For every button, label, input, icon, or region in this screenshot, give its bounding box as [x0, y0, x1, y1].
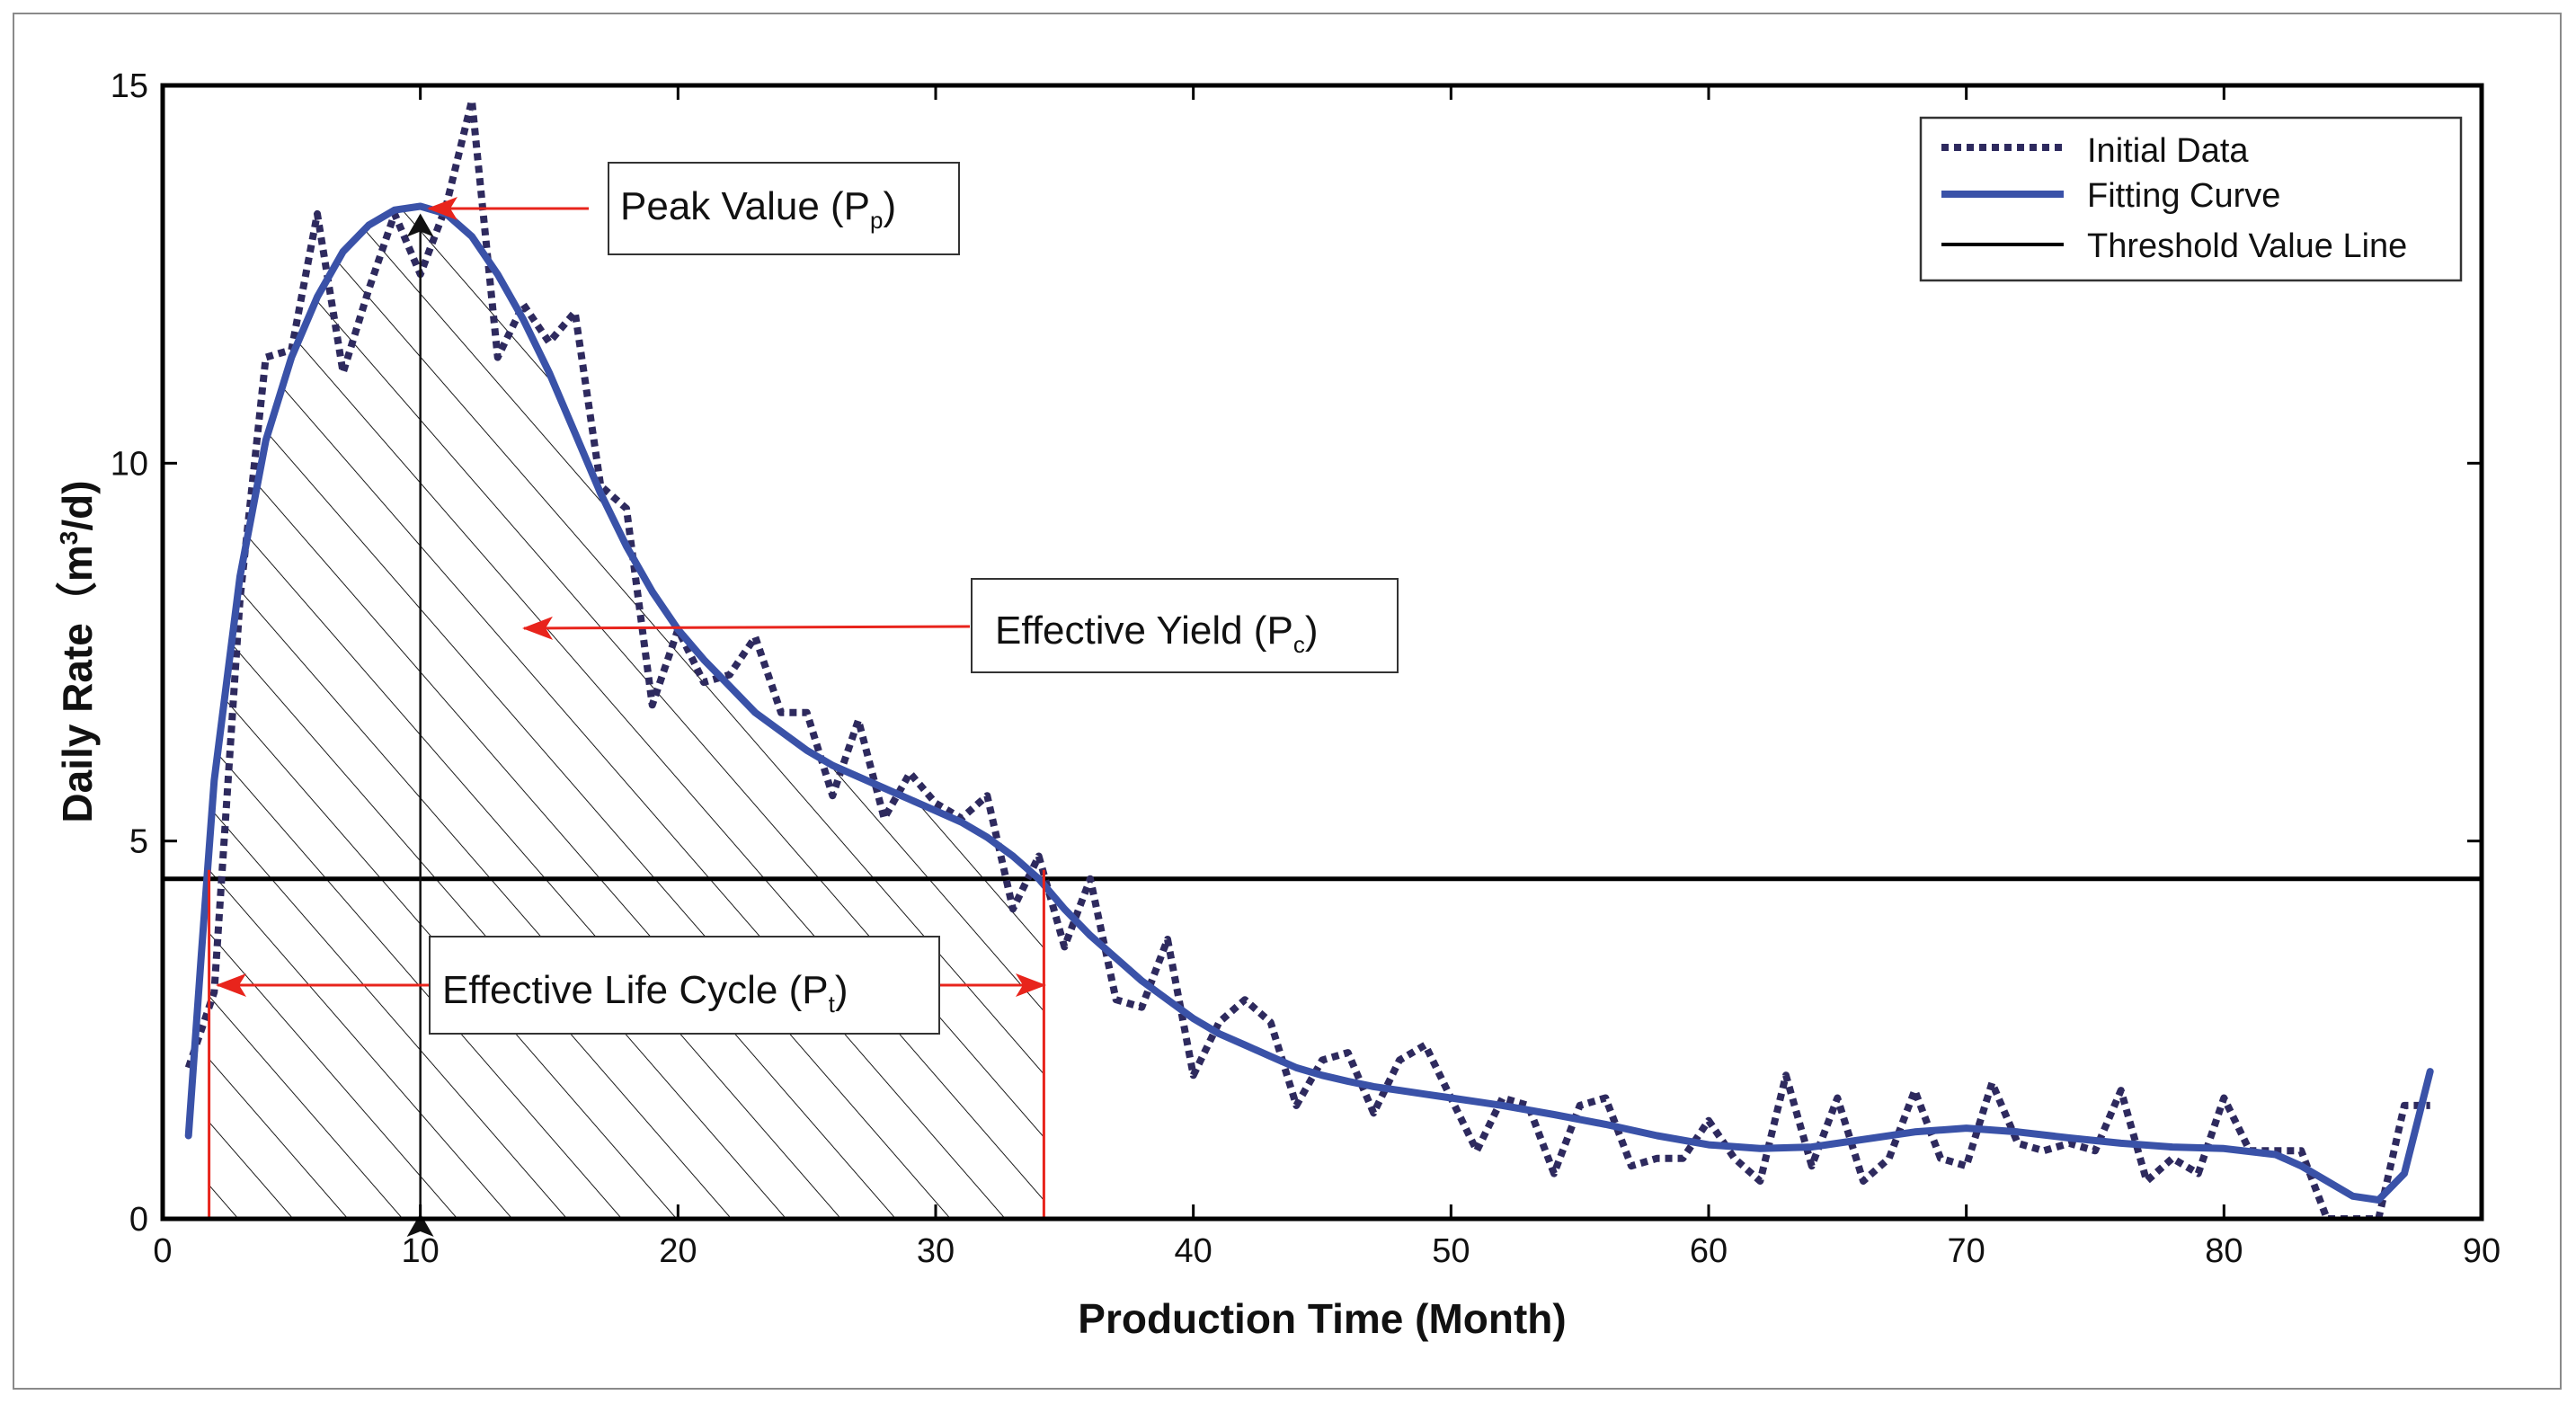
x-axis-ticks: 0 10 20 30 40 50 60 70 80 90	[153, 85, 2500, 1270]
plot-area-frame	[160, 83, 2484, 1222]
legend-label-fitting: Fitting Curve	[2087, 177, 2280, 215]
effective-life-cycle-label: Effective Life Cycle (Pt)	[442, 968, 848, 1017]
y-tick-label: 15	[111, 67, 148, 105]
initial-data-line	[184, 96, 2430, 1219]
x-tick-label: 20	[659, 1232, 697, 1270]
x-tick-label: 90	[2463, 1232, 2500, 1270]
effective-yield-arrow	[522, 616, 971, 640]
y-axis-title: Daily Rate（m3/d)	[54, 480, 101, 822]
y-tick-label: 5	[129, 823, 148, 861]
x-axis-title: Production Time (Month)	[1078, 1295, 1566, 1342]
figure-frame	[13, 13, 2562, 1390]
effective-life-cycle-box	[429, 936, 940, 1035]
x-tick-label: 0	[153, 1232, 172, 1270]
fitting-curve-line	[184, 202, 2434, 1204]
x-tick-label: 60	[1690, 1232, 1728, 1270]
x-tick-label: 50	[1432, 1232, 1470, 1270]
legend-label-initial: Initial Data	[2087, 132, 2249, 170]
x-tick-label: 70	[1948, 1232, 1985, 1270]
effective-yield-box	[971, 578, 1399, 673]
effective-yield-hatched-area	[209, 206, 1044, 1219]
legend-label-threshold: Threshold Value Line	[2087, 227, 2407, 265]
effective-yield-label: Effective Yield (Pc)	[995, 609, 1318, 658]
peak-value-box	[608, 162, 960, 255]
peak-value-label: Peak Value (Pp)	[620, 184, 896, 234]
legend: Initial Data Fitting Curve Threshold Val…	[1919, 116, 2463, 282]
x-tick-label: 80	[2205, 1232, 2243, 1270]
y-tick-label: 10	[111, 445, 148, 483]
x-tick-label: 30	[917, 1232, 955, 1270]
y-tick-label: 0	[129, 1201, 148, 1239]
x-tick-label: 40	[1175, 1232, 1212, 1270]
y-axis-ticks: 0 5 10 15	[111, 67, 2482, 1239]
x-tick-label: 10	[402, 1232, 440, 1270]
